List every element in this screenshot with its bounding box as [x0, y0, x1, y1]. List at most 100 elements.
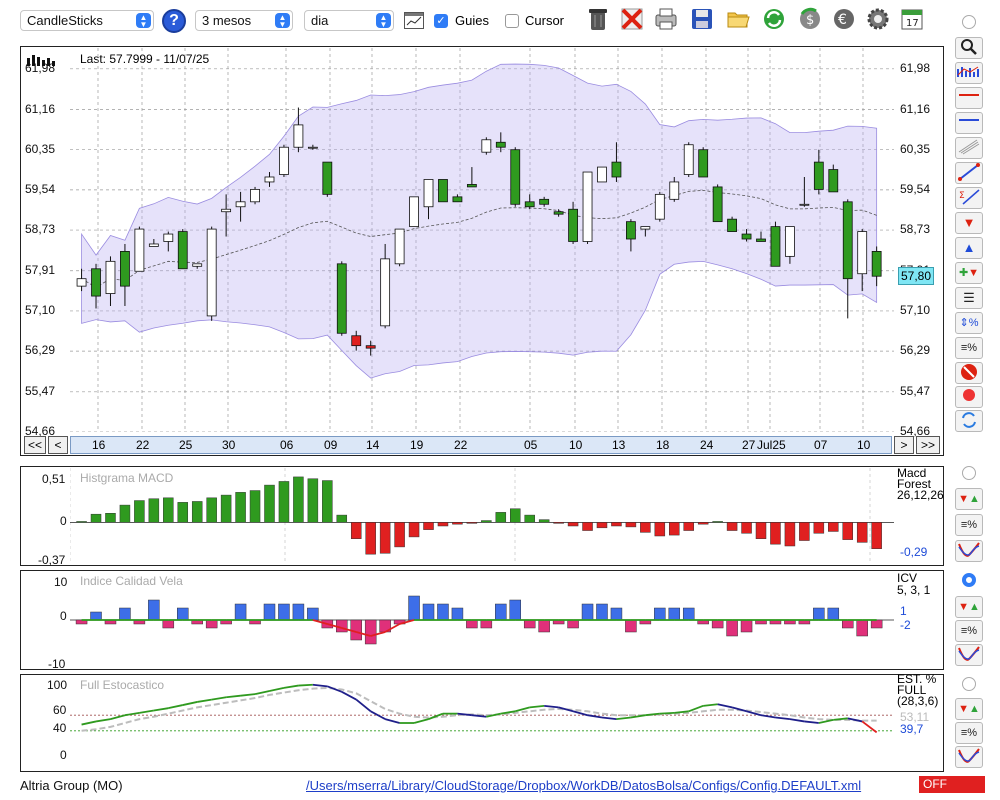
- percent-height-icon[interactable]: ⇕%: [955, 312, 983, 334]
- stochastic-k-segment: [124, 711, 140, 717]
- save-icon[interactable]: [688, 6, 716, 34]
- stochastic-chart[interactable]: [70, 676, 894, 770]
- candle: [148, 239, 159, 247]
- stochastic-k-segment: [341, 691, 357, 701]
- candle: [510, 147, 521, 207]
- euro-icon[interactable]: €: [830, 6, 858, 34]
- macd-legend-name: Macd: [897, 466, 927, 480]
- macd-histogram[interactable]: [70, 468, 894, 564]
- trash-icon[interactable]: [584, 6, 612, 34]
- candle: [365, 340, 376, 356]
- sto-percent-icon[interactable]: ≡%: [955, 722, 983, 744]
- candle: [235, 191, 246, 222]
- svg-text:Σ: Σ: [959, 191, 965, 201]
- macd-curve-icon[interactable]: [955, 540, 983, 562]
- macd-signal-icon[interactable]: ▼▲: [955, 488, 983, 510]
- interval-select[interactable]: dia ▲ ▼: [304, 10, 394, 31]
- chart-type-select[interactable]: CandleSticks ▲ ▼: [20, 10, 154, 31]
- y-tick-right: 61,98: [900, 60, 931, 75]
- refresh-icon[interactable]: [760, 6, 788, 34]
- horizontal-line-red-icon[interactable]: [955, 87, 983, 109]
- chart-window-icon[interactable]: [404, 12, 424, 29]
- help-icon[interactable]: ?: [162, 9, 186, 33]
- macd-bar: [336, 514, 348, 523]
- add-signal-icon[interactable]: ✚▼: [955, 262, 983, 284]
- lines-icon[interactable]: ☰: [955, 287, 983, 309]
- candle: [857, 229, 868, 292]
- panel-radio-stochastic[interactable]: [962, 677, 976, 691]
- nav-prev-button[interactable]: <: [48, 436, 68, 454]
- macd-panel: [20, 466, 944, 566]
- nav-first-button[interactable]: <<: [24, 436, 46, 454]
- macd-bar: [712, 521, 723, 523]
- candle: [553, 209, 564, 217]
- bars-chart-icon[interactable]: [955, 62, 983, 84]
- icv-bar: [75, 619, 88, 625]
- candle: [105, 256, 116, 306]
- stochastic-k-segment: [269, 687, 285, 692]
- open-folder-icon[interactable]: [724, 6, 752, 34]
- off-badge[interactable]: OFF: [919, 776, 985, 793]
- panel-radio-icv[interactable]: [962, 573, 976, 587]
- svg-text:$: $: [806, 13, 814, 28]
- date-scrollbar[interactable]: 16 22 25 30 06 09 14 19 22 05 10 13 18 24 27 Jul25 07 10: [70, 436, 892, 454]
- guides-checkbox[interactable]: ✓: [434, 14, 448, 28]
- macd-tick-bottom: -0,37: [38, 553, 66, 567]
- macd-bar: [582, 522, 593, 531]
- config-path-link[interactable]: /Users/mserra/Library/CloudStorage/Dropb…: [306, 778, 862, 793]
- arrow-up-icon[interactable]: ▲: [955, 237, 983, 259]
- fibonacci-icon[interactable]: Σ: [955, 187, 983, 209]
- candle: [293, 107, 304, 153]
- icv-percent-icon[interactable]: ≡%: [955, 620, 983, 642]
- arrow-down-icon[interactable]: ▼: [955, 212, 983, 234]
- candle-body: [423, 179, 434, 208]
- macd-bar: [755, 522, 767, 539]
- candle: [495, 132, 506, 153]
- print-icon[interactable]: [652, 6, 680, 34]
- candle-body: [380, 258, 391, 327]
- icv-curve-icon[interactable]: [955, 644, 983, 666]
- icv-signal-icon[interactable]: ▼▲: [955, 596, 983, 618]
- nav-next-button[interactable]: >: [894, 436, 914, 454]
- macd-bar: [350, 522, 362, 539]
- sto-signal-icon[interactable]: ▼▲: [955, 698, 983, 720]
- icv-bar: [509, 599, 521, 621]
- swap-icon[interactable]: [955, 410, 983, 432]
- candlestick-chart[interactable]: [70, 48, 894, 432]
- candle: [582, 171, 593, 244]
- trendline-icon[interactable]: [955, 162, 983, 184]
- percent-lines-icon[interactable]: ≡%: [955, 337, 983, 359]
- panel-radio-macd[interactable]: [962, 466, 976, 480]
- calendar-icon[interactable]: 17: [898, 6, 926, 34]
- nav-last-button[interactable]: >>: [916, 436, 940, 454]
- candle: [452, 194, 463, 203]
- candle-body: [235, 201, 246, 208]
- candle-body: [625, 221, 636, 240]
- macd-percent-icon[interactable]: ≡%: [955, 514, 983, 536]
- sto-curve-icon[interactable]: [955, 746, 983, 768]
- record-icon[interactable]: [955, 386, 983, 408]
- stop-icon[interactable]: [955, 362, 983, 384]
- y-tick-right: 61,16: [900, 101, 931, 116]
- cursor-checkbox[interactable]: [505, 14, 519, 28]
- candle: [250, 186, 260, 205]
- candle: [770, 221, 781, 267]
- icv-histogram[interactable]: [70, 572, 894, 668]
- horizontal-line-blue-icon[interactable]: [955, 112, 983, 134]
- candle: [539, 196, 550, 207]
- calendar-day: 17: [906, 18, 919, 29]
- sync-dollar-icon[interactable]: $: [796, 6, 824, 34]
- stochastic-k-segment: [804, 720, 819, 724]
- x-tick-label: 25: [179, 438, 193, 452]
- candle: [423, 179, 434, 220]
- delete-chart-icon[interactable]: [618, 6, 646, 34]
- candle: [568, 201, 578, 244]
- period-select[interactable]: 3 mesos ▲ ▼: [195, 10, 293, 31]
- channel-icon[interactable]: [955, 137, 983, 159]
- panel-radio-main[interactable]: [962, 15, 976, 29]
- sto-legend-name: EST. %: [897, 672, 937, 686]
- candle: [524, 194, 535, 210]
- zoom-icon[interactable]: [955, 37, 983, 59]
- gear-icon[interactable]: [864, 6, 892, 34]
- stochastic-k-segment: [428, 712, 444, 720]
